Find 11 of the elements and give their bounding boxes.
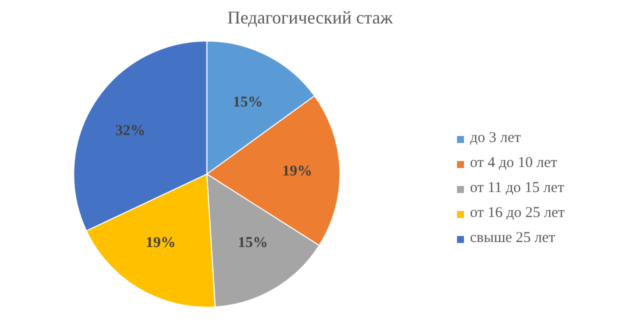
data-label: 19% bbox=[146, 235, 176, 252]
data-label: 15% bbox=[238, 235, 268, 252]
data-label: 19% bbox=[282, 164, 312, 180]
legend-label: свыше 25 лет bbox=[470, 230, 556, 247]
legend-label: от 11 до 15 лет bbox=[470, 180, 564, 197]
legend-label: до 3 лет bbox=[470, 130, 521, 147]
chart-title: Педагогический стаж bbox=[227, 8, 394, 28]
data-label: 32% bbox=[115, 123, 146, 140]
data-label: 15% bbox=[232, 94, 263, 111]
legend-label: от 16 до 25 лет bbox=[470, 205, 565, 222]
legend-label: от 4 до 10 лет bbox=[470, 155, 558, 172]
